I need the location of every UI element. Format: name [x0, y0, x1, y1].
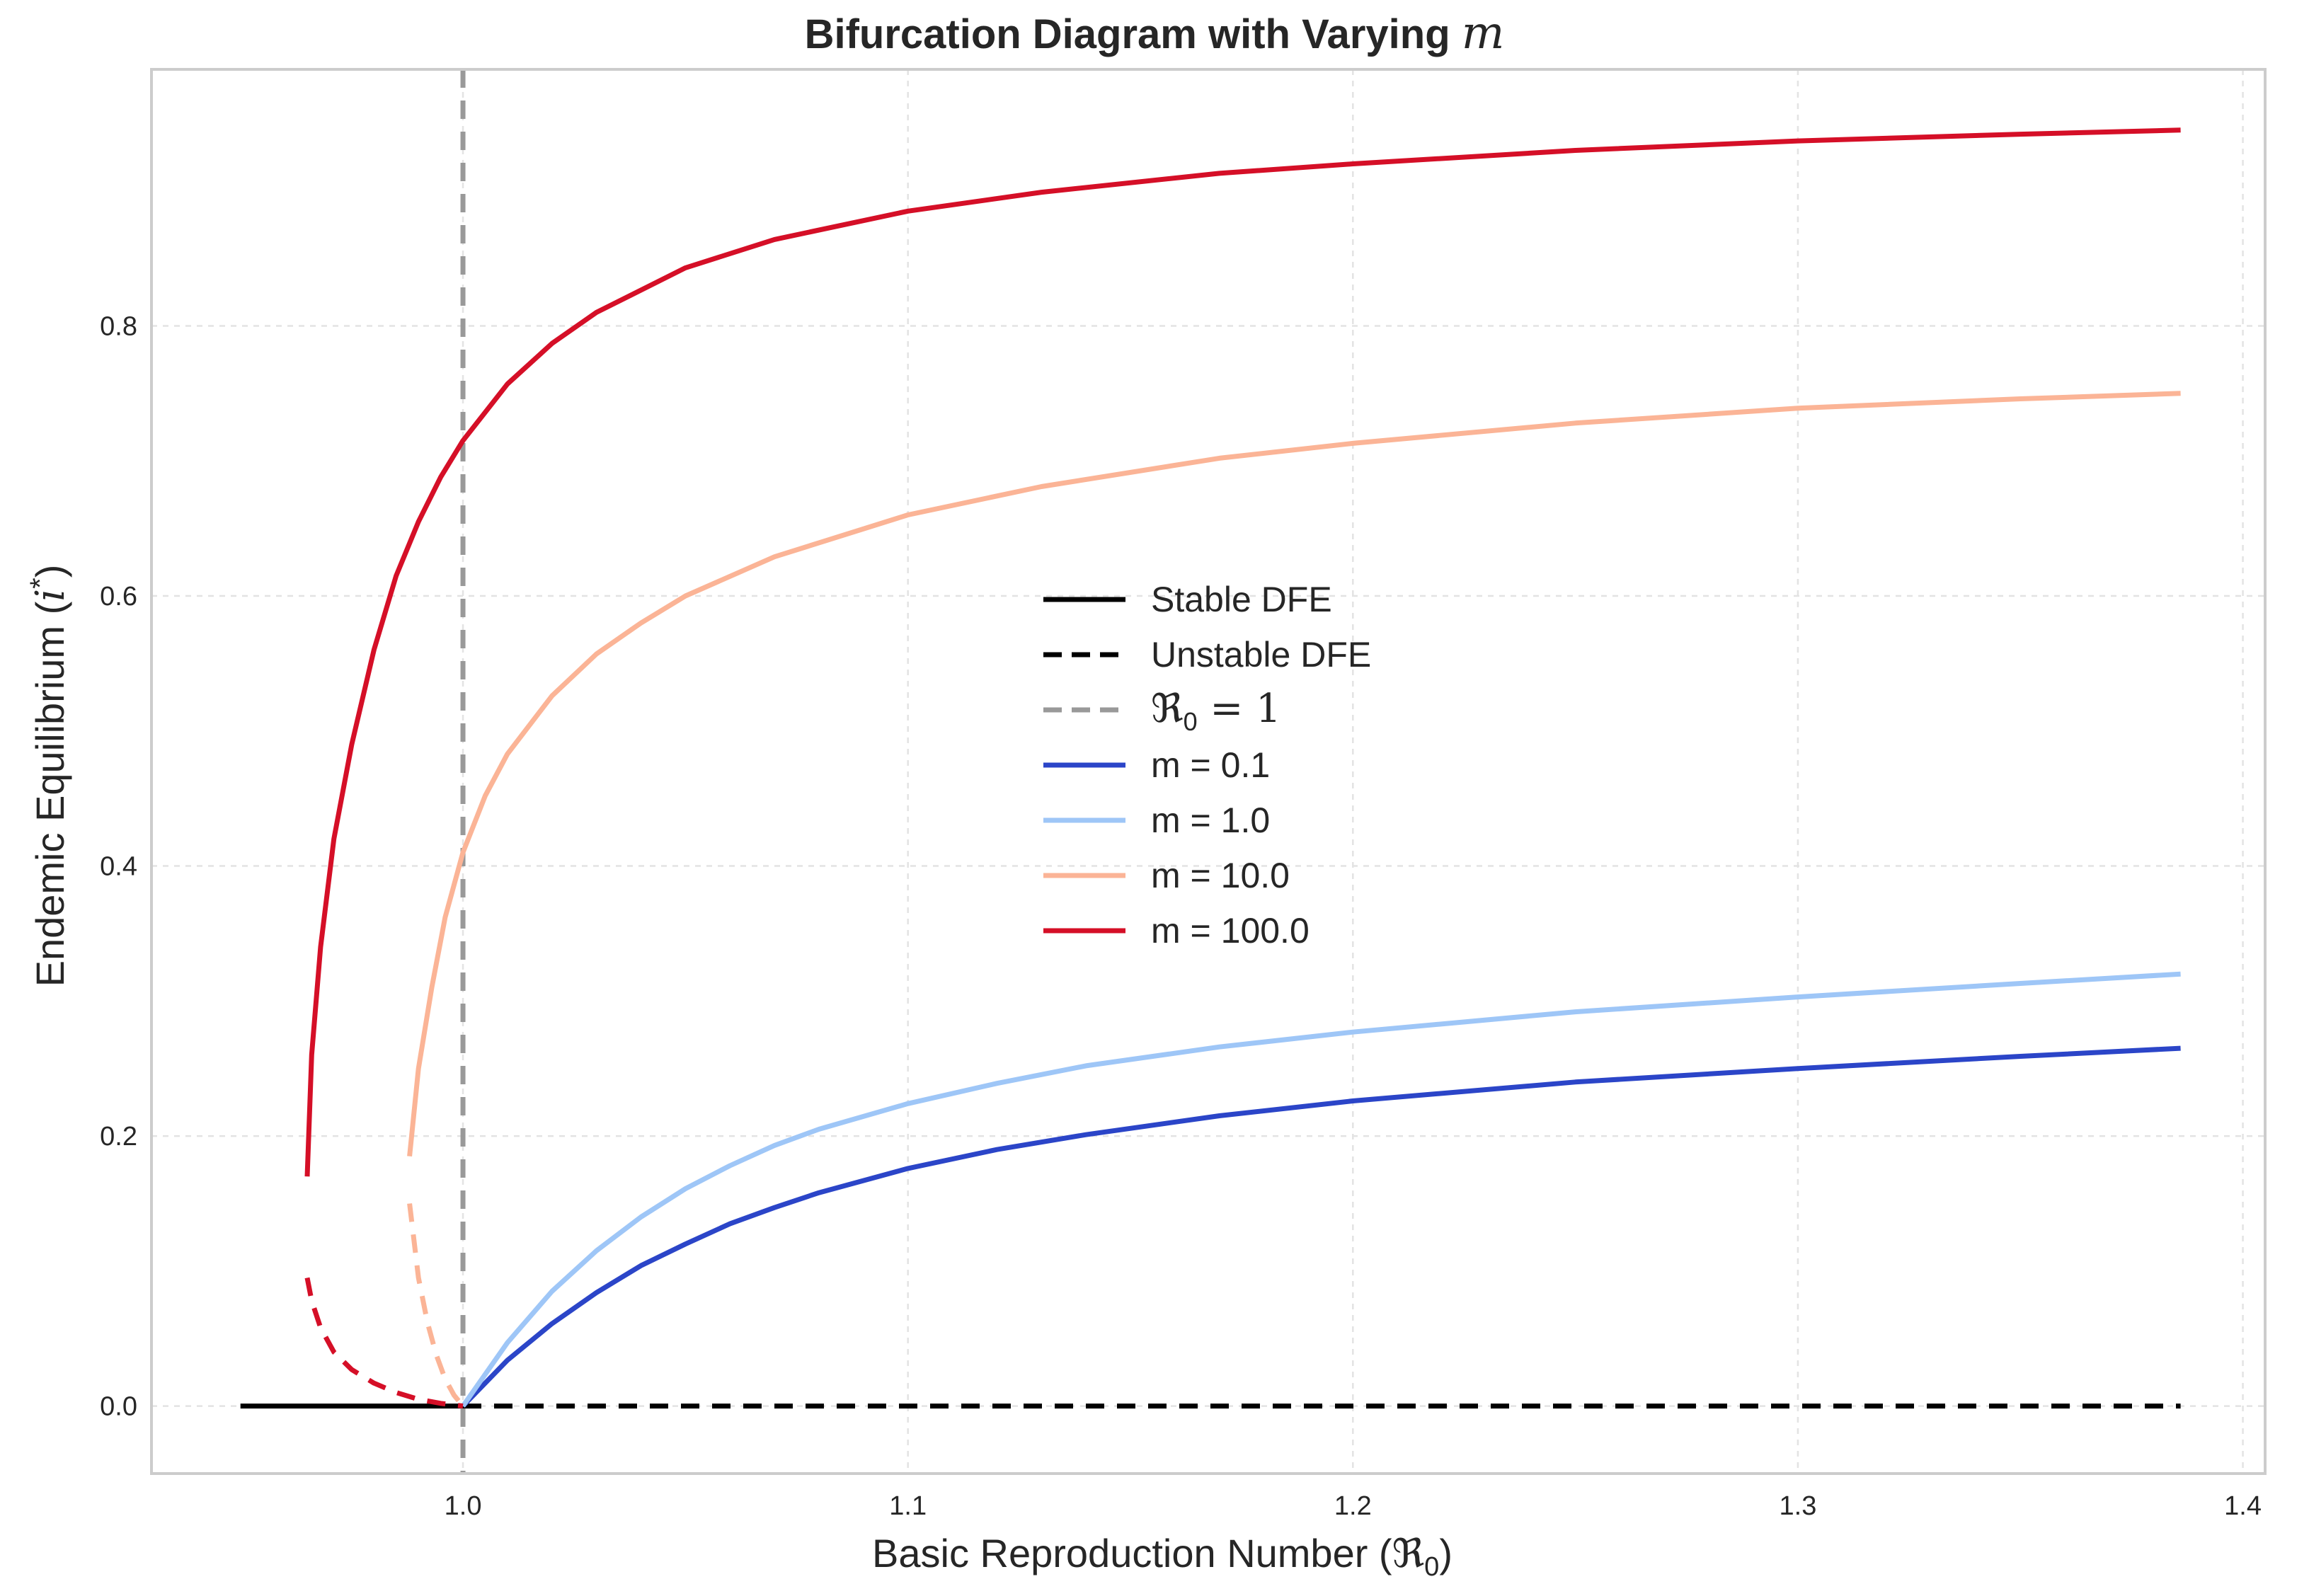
series-2-stable-branch: [407, 391, 2181, 1157]
y-axis-label-superscript: *: [25, 578, 56, 589]
y-axis-label-suffix: ): [28, 565, 72, 578]
y-tick-label: 0.4: [100, 852, 137, 882]
chart-title-variable: m: [1462, 7, 1505, 59]
x-tick-label: 1.4: [2224, 1491, 2262, 1521]
legend-label: ℜ0 = 1: [1151, 686, 1281, 736]
legend-label: m = 0.1: [1151, 745, 1270, 785]
legend-label-subscript: 0: [1184, 707, 1198, 736]
legend-label: m = 1.0: [1151, 800, 1270, 840]
tick-labels: 1.0 1.1 1.2 1.3 1.4 0.0 0.2 0.4 0.6 0.8: [100, 311, 2262, 1521]
y-tick-label: 0.2: [100, 1122, 137, 1152]
series-3-unstable-branch: [304, 1277, 464, 1409]
y-tick-label: 0.8: [100, 311, 137, 341]
x-tick-label: 1.3: [1780, 1491, 1817, 1521]
plot-frame: [150, 68, 2267, 1475]
x-tick-label: 1.0: [445, 1491, 482, 1521]
legend-label: Stable DFE: [1151, 580, 1332, 619]
chart-title-text: Bifurcation Diagram with Varying: [805, 11, 1450, 57]
series-3-stable-branch: [304, 127, 2181, 1177]
y-tick-label: 0.6: [100, 582, 137, 612]
series-0-stable-branch: [461, 1045, 2181, 1408]
y-axis-label-symbol: i: [28, 589, 74, 602]
plot-lines: [240, 69, 2181, 1474]
y-axis-label: Endemic Equilibrium (i*): [25, 565, 74, 987]
x-tick-label: 1.1: [889, 1491, 927, 1521]
series-2-unstable-branch: [407, 1203, 465, 1408]
x-axis-label: Basic Reproduction Number (ℜ0): [872, 1531, 1453, 1582]
x-axis-label-text: Basic Reproduction Number (: [872, 1531, 1392, 1575]
legend-label: m = 10.0: [1151, 856, 1290, 895]
x-axis-label-symbol: ℜ: [1392, 1531, 1425, 1577]
y-tick-label: 0.0: [100, 1392, 137, 1422]
x-tick-label: 1.2: [1334, 1491, 1372, 1521]
legend: Stable DFE Unstable DFE ℜ0 = 1 m = 0.1 m = 1…: [1043, 580, 1371, 951]
legend-label-symbol: ℜ: [1151, 686, 1184, 732]
legend-label: Unstable DFE: [1151, 635, 1371, 674]
legend-label-suffix: = 1: [1198, 686, 1281, 732]
x-axis-label-suffix: ): [1439, 1531, 1453, 1575]
legend-label: m = 100.0: [1151, 911, 1310, 951]
chart-title: Bifurcation Diagram with Varying m: [805, 7, 1505, 59]
grid: [151, 69, 2265, 1474]
series-1-stable-branch: [461, 971, 2181, 1408]
y-axis-label-text: Endemic Equilibrium (: [28, 601, 72, 987]
x-axis-label-subscript: 0: [1424, 1552, 1439, 1582]
